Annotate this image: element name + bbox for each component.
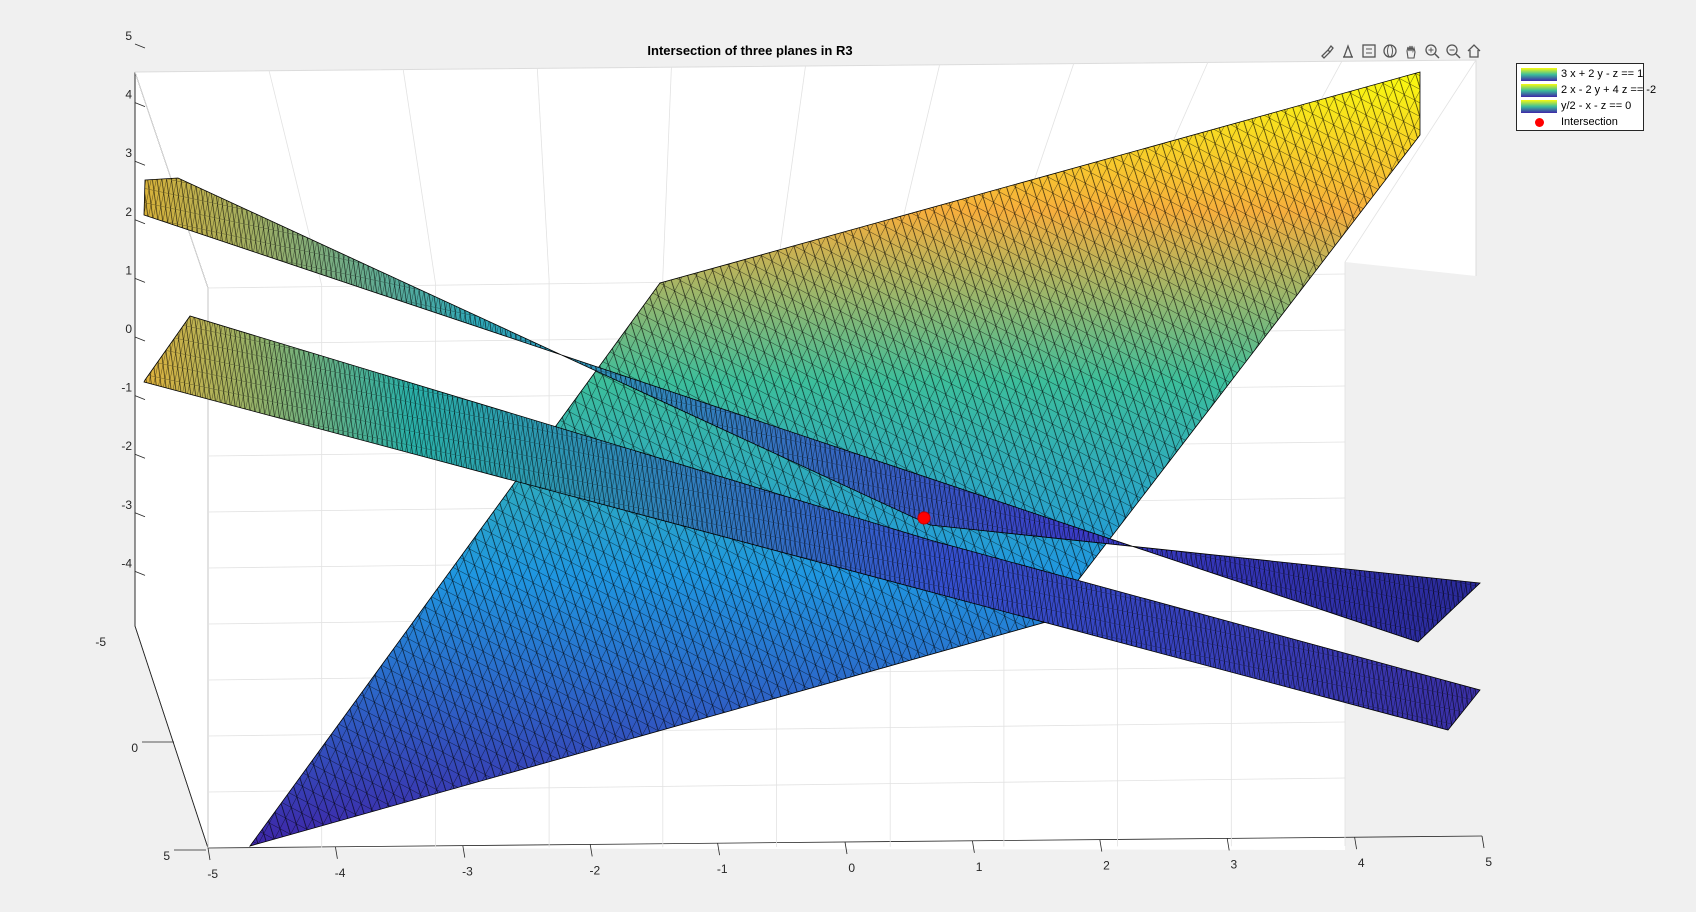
z-tick-label: -2: [121, 439, 132, 453]
legend-entry: 3 x + 2 y - z == 1: [1521, 66, 1643, 82]
legend-swatch: [1521, 67, 1557, 81]
y-tick-label: 5: [163, 849, 170, 863]
z-tick-mark: [134, 43, 146, 49]
x-grid-line: [662, 67, 672, 278]
x-tick-mark: [207, 847, 211, 861]
x-tick-label: -5: [207, 867, 218, 881]
x-tick-mark: [335, 846, 338, 859]
x-tick-label: 4: [1358, 856, 1365, 870]
z-tick-mark: [134, 102, 146, 107]
z-tick-label: 1: [125, 263, 132, 277]
z-tick-mark: [134, 571, 146, 576]
legend-label: Intersection: [1561, 116, 1618, 128]
legend-icon[interactable]: [1360, 42, 1378, 60]
x-tick-label: -4: [335, 866, 346, 880]
z-tick-mark: [134, 395, 146, 400]
z-tick-mark: [134, 160, 146, 166]
surface-plane-2[interactable]: [143, 177, 1481, 643]
x-tick-label: 5: [1485, 855, 1492, 869]
z-tick-label: -3: [121, 498, 132, 512]
x-tick-mark: [1099, 839, 1103, 852]
intersection-point[interactable]: [917, 511, 931, 525]
data-tips-icon[interactable]: [1339, 42, 1357, 60]
z-tick-label: -4: [121, 556, 132, 570]
x-grid-line: [402, 69, 436, 283]
x-tick-mark: [844, 841, 848, 855]
z-tick-label: 4: [125, 88, 132, 102]
pan-icon[interactable]: [1402, 42, 1420, 60]
x-tick-label: 2: [1103, 859, 1110, 873]
z-tick-mark: [134, 453, 146, 459]
legend-swatch: [1521, 99, 1557, 113]
legend-swatch: [1521, 83, 1557, 97]
x-tick-label: 3: [1231, 857, 1238, 871]
z-tick-label: 3: [125, 146, 132, 160]
x-tick-mark: [972, 840, 975, 853]
legend-marker: [1521, 116, 1557, 129]
x-tick-mark: [1226, 838, 1230, 851]
legend-entry: y/2 - x - z == 0: [1521, 98, 1639, 114]
z-tick-label: 0: [125, 322, 132, 336]
rotate-3d-icon[interactable]: [1381, 42, 1399, 60]
legend-label: 3 x + 2 y - z == 1: [1561, 68, 1644, 80]
legend[interactable]: 3 x + 2 y - z == 1 2 x - 2 y + 4 z == -2…: [1516, 63, 1656, 131]
x-tick-mark: [1481, 835, 1485, 849]
y-tick-label: 0: [131, 741, 138, 755]
legend-label: y/2 - x - z == 0: [1561, 100, 1632, 112]
x-tick-label: 1: [976, 860, 983, 874]
z-tick-mark: [134, 512, 146, 518]
x-tick-label: -3: [462, 865, 473, 879]
surface-plane-3[interactable]: [143, 315, 1481, 731]
legend-entry: Intersection: [1521, 114, 1639, 130]
tick-labels: -5 -4 -3 -2 -1 0 1 2 3 4 5 -5 -4 -3 -2 -1 0 1 2 3 4 5 0 5: [95, 29, 1492, 881]
legend-label: 2 x - 2 y + 4 z == -2: [1561, 84, 1657, 96]
z-tick-label: -1: [121, 381, 132, 395]
z-tick-mark: [134, 219, 146, 225]
z-tick-label: -5: [95, 635, 106, 649]
x-tick-mark: [1354, 837, 1357, 850]
zoom-out-icon[interactable]: [1444, 42, 1462, 60]
axes-toolbar: [1318, 40, 1483, 62]
x-tick-label: -2: [590, 863, 601, 877]
zoom-in-icon[interactable]: [1423, 42, 1441, 60]
z-tick-mark: [134, 336, 146, 342]
x-tick-label: -1: [717, 862, 728, 876]
x-tick-mark: [589, 844, 593, 857]
x-tick-mark: [717, 843, 720, 856]
legend-entry: 2 x - 2 y + 4 z == -2: [1521, 82, 1656, 98]
x-grid-line: [536, 68, 550, 281]
z-tick-label: 2: [125, 205, 132, 219]
brush-icon[interactable]: [1318, 42, 1336, 60]
x-grid-line: [1344, 59, 1477, 263]
x-grid-line: [776, 65, 806, 276]
z-tick-label: 5: [125, 29, 132, 43]
x-tick-label: 0: [848, 861, 855, 875]
z-tick-mark: [134, 278, 146, 283]
chart-title: Intersection of three planes in R3: [647, 43, 852, 58]
home-icon[interactable]: [1465, 42, 1483, 60]
x-tick-mark: [462, 845, 466, 858]
